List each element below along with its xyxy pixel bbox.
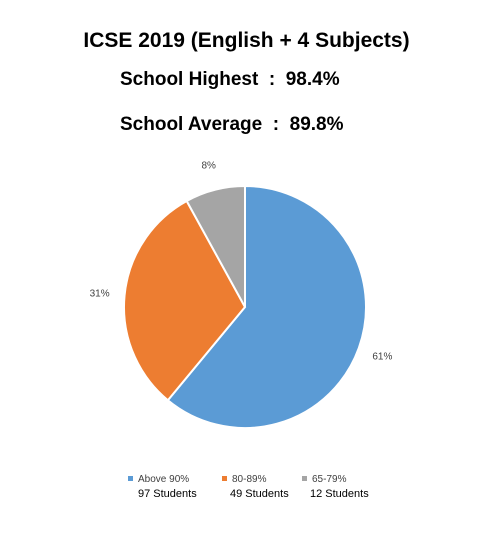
legend-label-65-79: 65-79% — [312, 474, 347, 485]
data-label-above-90: 61% — [372, 351, 392, 362]
legend-item-above-90: Above 90% 97 Students — [128, 474, 197, 500]
chart-title: ICSE 2019 (English + 4 Subjects) — [83, 29, 410, 52]
school-average-text: School Average : 89.8% — [120, 114, 344, 135]
data-label-65-79: 8% — [201, 161, 216, 172]
pie-slice-80-89 — [123, 199, 247, 402]
legend-item-80-89: 80-89% 49 Students — [222, 474, 289, 500]
legend-label-above-90: Above 90% — [138, 474, 190, 485]
legend-sub-80-89: 49 Students — [230, 488, 289, 500]
legend-swatch-65-79 — [302, 475, 307, 481]
legend-label-80-89: 80-89% — [232, 474, 267, 485]
pie-slice-65-79 — [185, 184, 246, 308]
legend-item-65-79: 65-79% 12 Students — [302, 474, 369, 500]
data-label-80-89: 31% — [90, 288, 110, 299]
legend-swatch-80-89 — [222, 475, 227, 481]
legend-sub-above-90: 97 Students — [138, 488, 197, 500]
legend-swatch-above-90 — [128, 475, 133, 481]
legend-sub-65-79: 12 Students — [310, 488, 369, 500]
pie-slice-above-90 — [166, 184, 367, 429]
school-highest-text: School Highest : 98.4% — [120, 69, 340, 90]
